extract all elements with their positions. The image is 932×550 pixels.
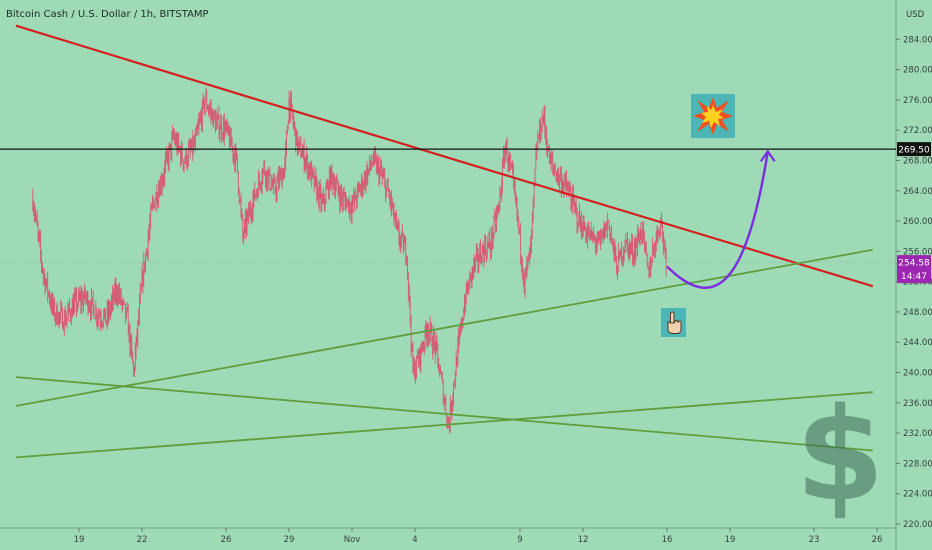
symbol-header: Bitcoin Cash / U.S. Dollar / 1h, BITSTAM… [6, 9, 209, 20]
time-axis-label: 16 [662, 535, 673, 545]
time-axis-label: 9 [517, 535, 522, 545]
time-axis-label: 12 [578, 535, 589, 545]
level-price-label: 269.50 [898, 146, 930, 156]
symbol-interval: 1h [140, 9, 154, 20]
support-trendline [15, 248, 873, 407]
projection-arrowhead [759, 149, 776, 163]
price-axis-label: 228.00 [903, 459, 932, 469]
time-axis-label: 19 [725, 535, 736, 545]
resistance-trendline [15, 24, 874, 288]
price-axis-label: 224.00 [903, 490, 932, 500]
price-axis-label: 240.00 [903, 369, 932, 379]
price-axis-label: 276.00 [903, 96, 932, 106]
time-axis-label: 19 [74, 535, 85, 545]
time-axis-label: 22 [137, 535, 148, 545]
price-axis-label: 272.00 [903, 126, 932, 136]
dollar-sign-icon: $ [795, 381, 884, 530]
price-axis-label: 280.00 [903, 66, 932, 76]
last-price-label: 254.58 [898, 259, 930, 269]
price-axis-label: 244.00 [903, 338, 932, 348]
support-trendline [15, 391, 873, 459]
price-series [32, 87, 667, 434]
projection-curve [666, 151, 769, 289]
price-axis-label: 236.00 [903, 399, 932, 409]
price-axis-label: 264.00 [903, 187, 932, 197]
price-axis-label: 268.00 [903, 156, 932, 166]
symbol-exchange: BITSTAMP [159, 9, 209, 20]
svg-text:$: $ [795, 381, 884, 530]
price-axis-label: 256.00 [903, 247, 932, 257]
price-axis-label: 220.00 [903, 520, 932, 530]
price-axis-label: 232.00 [903, 429, 932, 439]
support-trendline [15, 376, 873, 452]
price-axis-label: 248.00 [903, 308, 932, 318]
time-axis-label: 29 [284, 535, 295, 545]
time-axis-label: Nov [344, 535, 361, 545]
collision-icon [691, 94, 735, 138]
bar-countdown-label: 14:47 [901, 272, 927, 282]
price-axis-label: 260.00 [903, 217, 932, 227]
level-price-badge [897, 142, 931, 157]
price-axis-label: 284.00 [903, 35, 932, 45]
symbol-name: Bitcoin Cash / U.S. Dollar [6, 9, 131, 20]
projection-arrow [666, 149, 776, 289]
time-axis-label: 23 [809, 535, 820, 545]
time-axis-label: 4 [412, 535, 417, 545]
horizontal-levels [0, 148, 896, 263]
price-badges: 269.50 254.58 14:47 [897, 142, 931, 284]
currency-label: USD [906, 10, 925, 20]
trendlines [15, 24, 874, 459]
last-price-badge [897, 255, 931, 284]
price-axis[interactable]: 220.00 224.00 228.00 232.00 236.00 240.00 244.… [896, 35, 932, 530]
time-axis-label: 26 [872, 535, 883, 545]
time-axis[interactable]: 19 22 26 29 Nov 4 9 12 16 19 23 26 [74, 528, 883, 545]
time-axis-label: 26 [221, 535, 232, 545]
pointing-hand-icon [661, 308, 686, 337]
